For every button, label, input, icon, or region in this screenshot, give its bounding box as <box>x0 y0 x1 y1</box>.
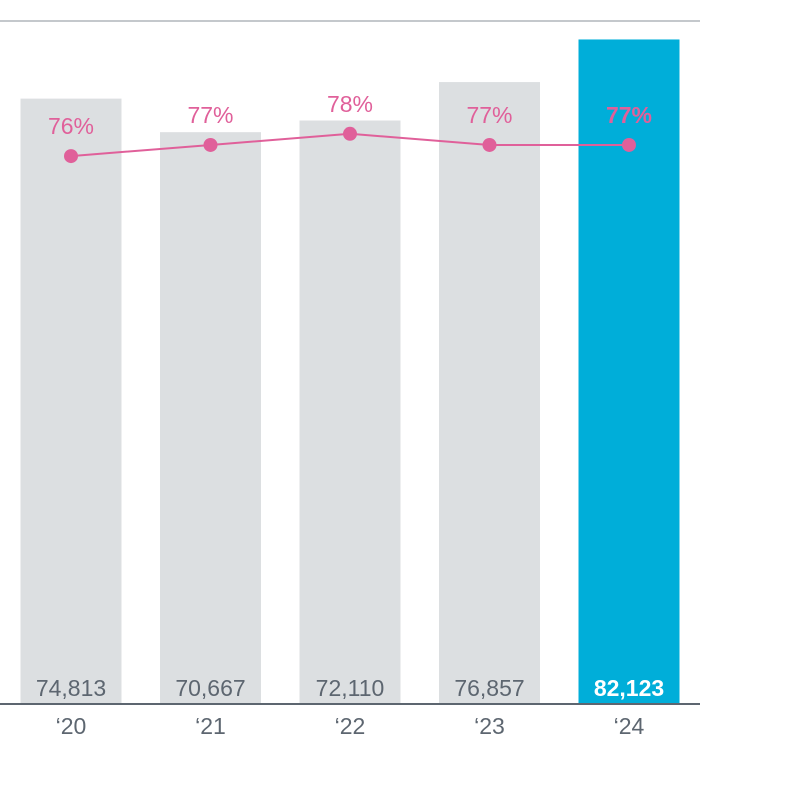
bar-value-label-2: 72,110 <box>316 675 385 701</box>
bar-0 <box>20 98 122 705</box>
x-tick-label-2: ‘22 <box>335 713 366 739</box>
x-tick-label-1: ‘21 <box>195 713 226 739</box>
percentage-line-group: 76% 77% 78% 77% 77% <box>48 91 652 164</box>
bar-2 <box>299 120 401 704</box>
percentage-label-0: 76% <box>48 113 94 139</box>
bar-1 <box>160 132 261 704</box>
bar-value-label-3: 76,857 <box>454 675 524 701</box>
bar-value-label-4: 82,123 <box>594 675 664 701</box>
bar-value-label-0: 74,813 <box>36 675 106 701</box>
bar-labels-group: 74,813 70,667 72,110 76,857 82,123 <box>36 675 664 701</box>
percentage-label-2: 78% <box>327 91 373 117</box>
x-tick-label-4: ‘24 <box>614 713 645 739</box>
percentage-point-1 <box>203 137 218 152</box>
percentage-point-3 <box>482 137 497 152</box>
percentage-point-0 <box>64 149 78 164</box>
bar-value-label-1: 70,667 <box>175 675 245 701</box>
percentage-label-1: 77% <box>187 102 233 128</box>
x-tick-label-3: ‘23 <box>474 713 505 739</box>
percentage-point-4 <box>622 137 636 152</box>
bars-group <box>20 39 680 705</box>
percentage-point-2 <box>343 126 357 141</box>
x-tick-labels-group: ‘20 ‘21 ‘22 ‘23 ‘24 <box>56 713 645 739</box>
x-tick-label-0: ‘20 <box>56 713 87 739</box>
bar-3 <box>439 82 540 705</box>
percentage-label-3: 77% <box>466 102 512 128</box>
percentage-label-4: 77% <box>606 102 652 128</box>
